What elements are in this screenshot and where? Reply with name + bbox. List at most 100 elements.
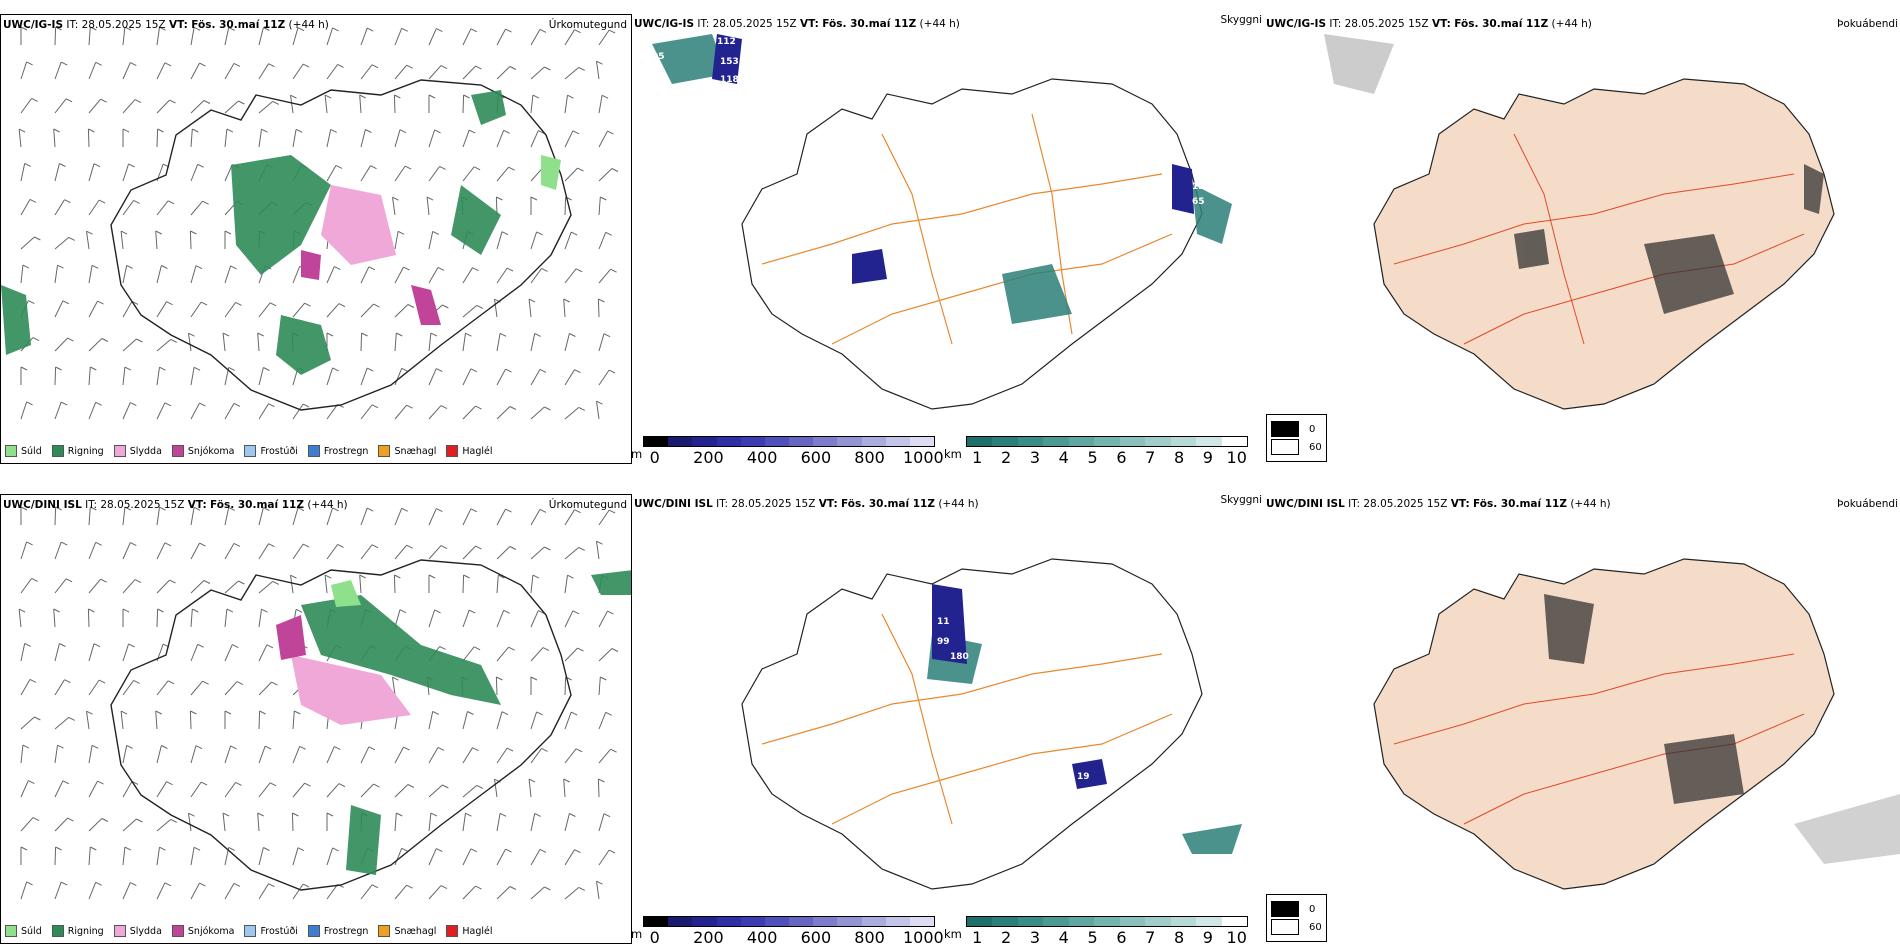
- wind-barb-flag: [263, 367, 270, 371]
- wind-barb-flag: [31, 97, 38, 102]
- wind-barb-flag: [499, 812, 507, 817]
- wind-barb-flag: [60, 61, 68, 66]
- colorbar-cell: [967, 437, 993, 446]
- wind-barb: [88, 26, 91, 46]
- wind-barb: [360, 783, 374, 798]
- wind-barb: [530, 29, 541, 46]
- wind-barb-flag: [124, 506, 132, 511]
- wind-barb-flag: [161, 265, 168, 269]
- colorbar-cell: [1145, 437, 1171, 446]
- wind-barb-flag: [297, 27, 305, 32]
- wind-barb: [122, 507, 126, 526]
- wind-barb-flag: [120, 710, 128, 715]
- wind-barb-flag: [26, 401, 33, 406]
- wind-barb-flag: [373, 303, 380, 308]
- wind-barb-flag: [261, 128, 268, 133]
- colorbar-tick: 800: [854, 928, 885, 947]
- wind-barb-flag: [368, 746, 376, 751]
- wind-barb-flag: [603, 333, 611, 338]
- wind-barb-flag: [67, 337, 74, 342]
- wind-barb-flag: [101, 818, 109, 822]
- vis-colorbar-bottom: 1 2 3 4 5 6 7 8 9 10 km: [944, 916, 1248, 947]
- wind-barb-flag: [20, 366, 28, 371]
- wind-barb: [394, 544, 407, 560]
- wind-barb-flag: [544, 66, 551, 71]
- ceiling-value-label: 65: [1192, 197, 1205, 207]
- wind-barb: [292, 27, 299, 46]
- wind-barb-flag: [598, 298, 605, 303]
- wind-barb: [462, 885, 476, 900]
- colorbar-cell: [1119, 917, 1146, 926]
- wind-barb: [428, 65, 442, 80]
- wind-barb-flag: [22, 744, 30, 749]
- colorbar-tick: 600: [800, 928, 832, 947]
- wind-barb: [54, 506, 57, 526]
- wind-barb-flag: [509, 66, 517, 70]
- wind-barb: [222, 813, 226, 832]
- legend-item: Snæhagl: [378, 925, 436, 937]
- colorbar-cell: [1221, 917, 1247, 926]
- wind-barb-flag: [159, 26, 166, 31]
- wind-barb: [156, 367, 160, 386]
- wind-barb: [530, 546, 545, 560]
- wind-barb-flag: [295, 128, 303, 133]
- colorbar-cell: [837, 437, 862, 446]
- wind-barb: [428, 609, 436, 628]
- wind-barb-flag: [170, 338, 178, 343]
- wind-barb-flag: [53, 128, 60, 133]
- legend-item: Snæhagl: [378, 445, 436, 457]
- wind-barb: [428, 848, 437, 866]
- fog-legend-label: 0: [1309, 903, 1316, 915]
- wind-barb-flag: [439, 645, 446, 650]
- wind-barb: [122, 882, 131, 900]
- wind-barb: [530, 813, 536, 832]
- wind-barb: [156, 542, 166, 560]
- wind-barb: [496, 333, 501, 352]
- wind-barb: [122, 27, 126, 46]
- legend-swatch: [307, 925, 320, 937]
- wind-barb-flag: [530, 196, 538, 201]
- wind-barb-flag: [610, 268, 617, 273]
- colorbar-cell: [1170, 437, 1197, 446]
- wind-barb-flag: [428, 574, 436, 579]
- wind-barb: [462, 545, 476, 560]
- wind-barb-flag: [64, 199, 71, 204]
- wind-barb-flag: [18, 608, 26, 613]
- wind-barb-flag: [226, 128, 234, 133]
- wind-barb-flag: [439, 165, 446, 170]
- wind-barb-flag: [534, 332, 541, 337]
- ceiling-value-label: 11: [937, 617, 950, 627]
- wind-barb-flag: [539, 368, 547, 373]
- wind-barb: [20, 401, 28, 420]
- wind-barb: [496, 368, 506, 386]
- wind-barb: [54, 337, 68, 352]
- wind-barb: [156, 882, 166, 900]
- wind-barb: [258, 883, 269, 900]
- wind-barb-flag: [128, 643, 135, 648]
- wind-barb: [598, 95, 603, 114]
- wind-barb-flag: [128, 163, 135, 168]
- wind-barb-flag: [442, 304, 449, 309]
- colorbar-cell: [1119, 437, 1146, 446]
- wind-barb-flag: [55, 26, 62, 31]
- wind-barb: [564, 509, 575, 526]
- wind-barb: [495, 676, 498, 696]
- wind-barb: [326, 27, 334, 46]
- wind-barb: [326, 266, 335, 284]
- wind-barb-flag: [536, 231, 543, 236]
- wind-barb-flag: [302, 403, 310, 408]
- wind-barb: [394, 28, 403, 46]
- wind-barb-flag: [608, 29, 616, 34]
- wind-barb-flag: [302, 543, 310, 548]
- it-value: 28.05.2025 15Z: [731, 498, 816, 510]
- wind-barb-flag: [188, 332, 195, 337]
- wind-barb: [564, 333, 570, 352]
- wind-barb: [292, 847, 299, 866]
- wind-barb-flag: [430, 332, 438, 337]
- wind-barb-flag: [31, 577, 38, 582]
- wind-barb: [20, 716, 35, 730]
- wind-barb: [598, 712, 607, 730]
- wind-barb-flag: [437, 266, 445, 271]
- ceiling-ticks: 0 200 400 600 800 1000: [643, 928, 944, 947]
- legend-label: Frostregn: [323, 445, 369, 457]
